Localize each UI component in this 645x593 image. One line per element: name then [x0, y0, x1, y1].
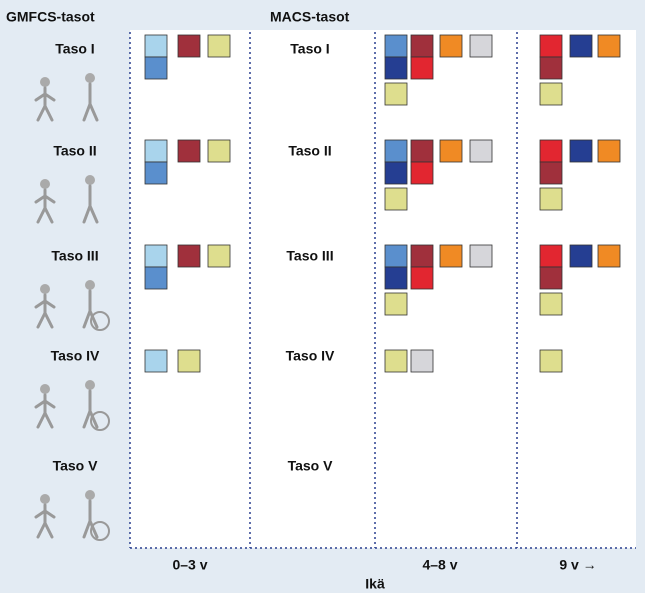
color-square — [385, 83, 407, 105]
gmfcs-level: Taso II — [53, 143, 96, 159]
color-square — [540, 162, 562, 184]
figure-icon — [40, 77, 50, 87]
gmfcs-title: GMFCS-tasot — [6, 9, 95, 25]
color-square — [440, 140, 462, 162]
color-square — [440, 245, 462, 267]
age-label: 9 v → — [559, 557, 596, 573]
color-square — [208, 35, 230, 57]
color-square — [145, 162, 167, 184]
macs-level: Taso I — [290, 41, 329, 57]
color-square — [411, 162, 433, 184]
color-square — [145, 57, 167, 79]
age-label: 4–8 v — [422, 557, 457, 573]
color-square — [411, 35, 433, 57]
gmfcs-level: Taso V — [53, 458, 99, 474]
figure-icon — [85, 380, 95, 390]
color-square — [385, 162, 407, 184]
color-square — [385, 35, 407, 57]
axis-label: Ikä — [365, 576, 385, 592]
macs-level: Taso IV — [286, 348, 335, 364]
color-square — [440, 35, 462, 57]
color-square — [178, 245, 200, 267]
color-square — [145, 245, 167, 267]
color-square — [570, 140, 592, 162]
color-square — [540, 35, 562, 57]
color-square — [540, 293, 562, 315]
color-square — [178, 350, 200, 372]
figure-icon — [40, 384, 50, 394]
color-square — [145, 350, 167, 372]
color-square — [598, 35, 620, 57]
color-square — [540, 140, 562, 162]
color-square — [540, 188, 562, 210]
color-square — [385, 293, 407, 315]
color-square — [411, 57, 433, 79]
color-square — [598, 245, 620, 267]
color-square — [540, 57, 562, 79]
color-square — [570, 35, 592, 57]
color-square — [598, 140, 620, 162]
gmfcs-level: Taso IV — [51, 348, 100, 364]
diagram: GMFCS-tasot MACS-tasot 0–3 v 4–8 v 9 v →… — [0, 0, 645, 593]
color-square — [540, 83, 562, 105]
figure-icon — [85, 280, 95, 290]
macs-title: MACS-tasot — [270, 9, 350, 25]
color-square — [385, 188, 407, 210]
color-square — [411, 267, 433, 289]
macs-level: Taso V — [288, 458, 334, 474]
macs-level: Taso II — [288, 143, 331, 159]
color-square — [470, 35, 492, 57]
gmfcs-level: Taso III — [51, 248, 98, 264]
color-square — [385, 350, 407, 372]
color-square — [470, 140, 492, 162]
color-square — [570, 245, 592, 267]
figure-icon — [85, 73, 95, 83]
figure-icon — [40, 284, 50, 294]
color-square — [145, 267, 167, 289]
color-square — [208, 140, 230, 162]
color-square — [470, 245, 492, 267]
color-square — [411, 350, 433, 372]
age-label: 0–3 v — [172, 557, 207, 573]
color-square — [208, 245, 230, 267]
color-square — [178, 140, 200, 162]
macs-level: Taso III — [286, 248, 333, 264]
color-square — [385, 267, 407, 289]
color-square — [178, 35, 200, 57]
gmfcs-level: Taso I — [55, 41, 94, 57]
color-square — [540, 245, 562, 267]
color-square — [540, 350, 562, 372]
color-square — [385, 140, 407, 162]
figure-icon — [85, 175, 95, 185]
figure-icon — [85, 490, 95, 500]
figure-icon — [40, 179, 50, 189]
color-square — [411, 245, 433, 267]
color-square — [385, 245, 407, 267]
color-square — [540, 267, 562, 289]
color-square — [145, 140, 167, 162]
color-square — [145, 35, 167, 57]
color-square — [385, 57, 407, 79]
color-square — [411, 140, 433, 162]
figure-icon — [40, 494, 50, 504]
